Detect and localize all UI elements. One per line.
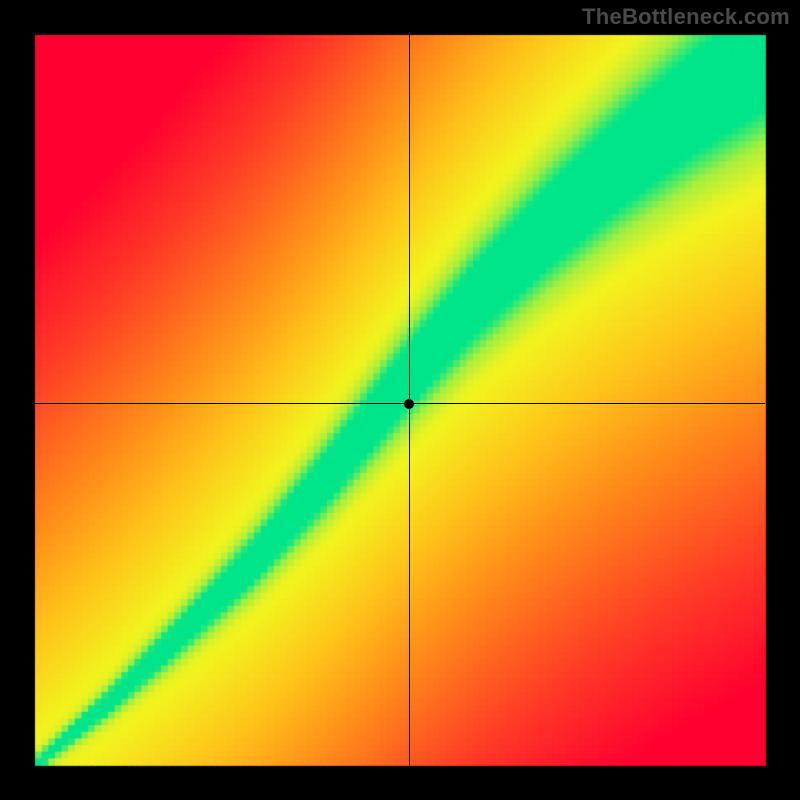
chart-container: TheBottleneck.com (0, 0, 800, 800)
watermark-label: TheBottleneck.com (582, 4, 790, 30)
heatmap-canvas (0, 0, 800, 800)
